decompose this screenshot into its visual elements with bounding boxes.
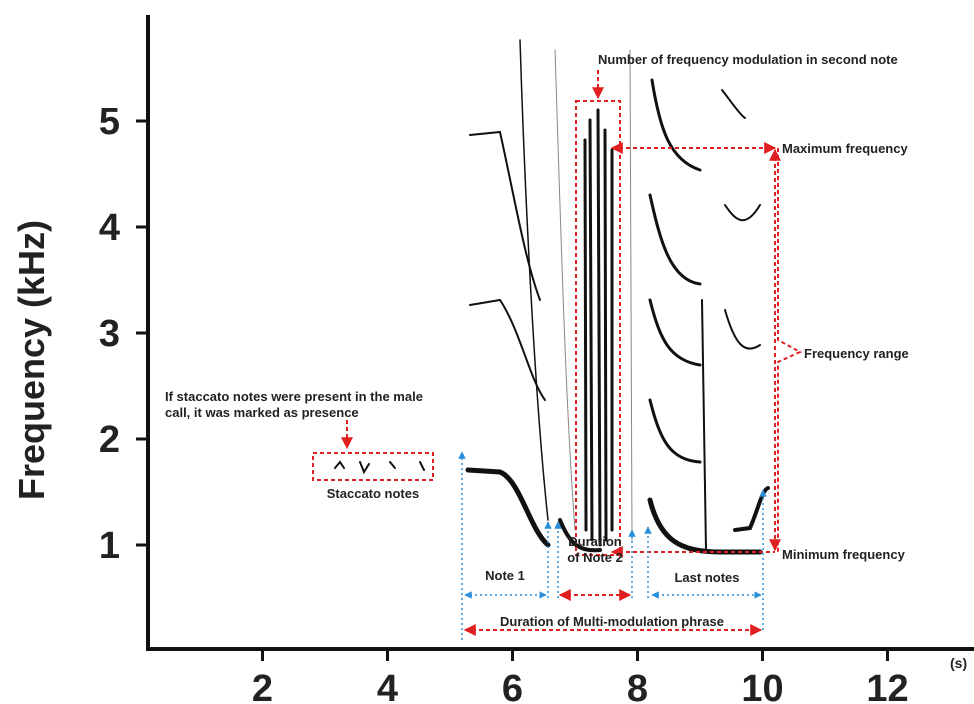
x-tick-label: 4 — [377, 668, 398, 704]
y-tick-label: 5 — [99, 101, 120, 143]
annotation: Number of frequency modulation in second… — [598, 52, 898, 67]
annotation: Duration of Multi-modulation phrase — [500, 614, 724, 629]
y-tick-label: 3 — [99, 313, 120, 355]
annotation: Note 1 — [485, 568, 525, 583]
annotation: If staccato notes were present in the ma… — [165, 389, 423, 404]
y-tick-label: 1 — [99, 525, 120, 567]
y-tick-label: 2 — [99, 419, 120, 461]
y-axis-label: Frequency (kHz) — [11, 220, 52, 500]
annotation: Frequency range — [804, 346, 909, 361]
x-tick-label: 2 — [252, 668, 273, 704]
annotation: Staccato notes — [327, 486, 419, 501]
x-axis-unit: (s) — [950, 655, 967, 671]
annotation: Maximum frequency — [782, 141, 908, 156]
x-tick-label: 6 — [502, 668, 523, 704]
x-tick-label: 10 — [741, 668, 783, 704]
x-tick-label: 8 — [627, 668, 648, 704]
annotation: call, it was marked as presence — [165, 405, 359, 420]
spectrogram — [334, 39, 770, 555]
annotations: Number of frequency modulation in second… — [165, 52, 909, 640]
annotation: Duration — [568, 534, 622, 549]
annotation: Last notes — [674, 570, 739, 585]
annotation: of Note 2 — [567, 550, 623, 565]
y-tick-label: 4 — [99, 207, 120, 249]
x-tick-label: 12 — [866, 668, 908, 704]
annotation: Minimum frequency — [782, 547, 906, 562]
